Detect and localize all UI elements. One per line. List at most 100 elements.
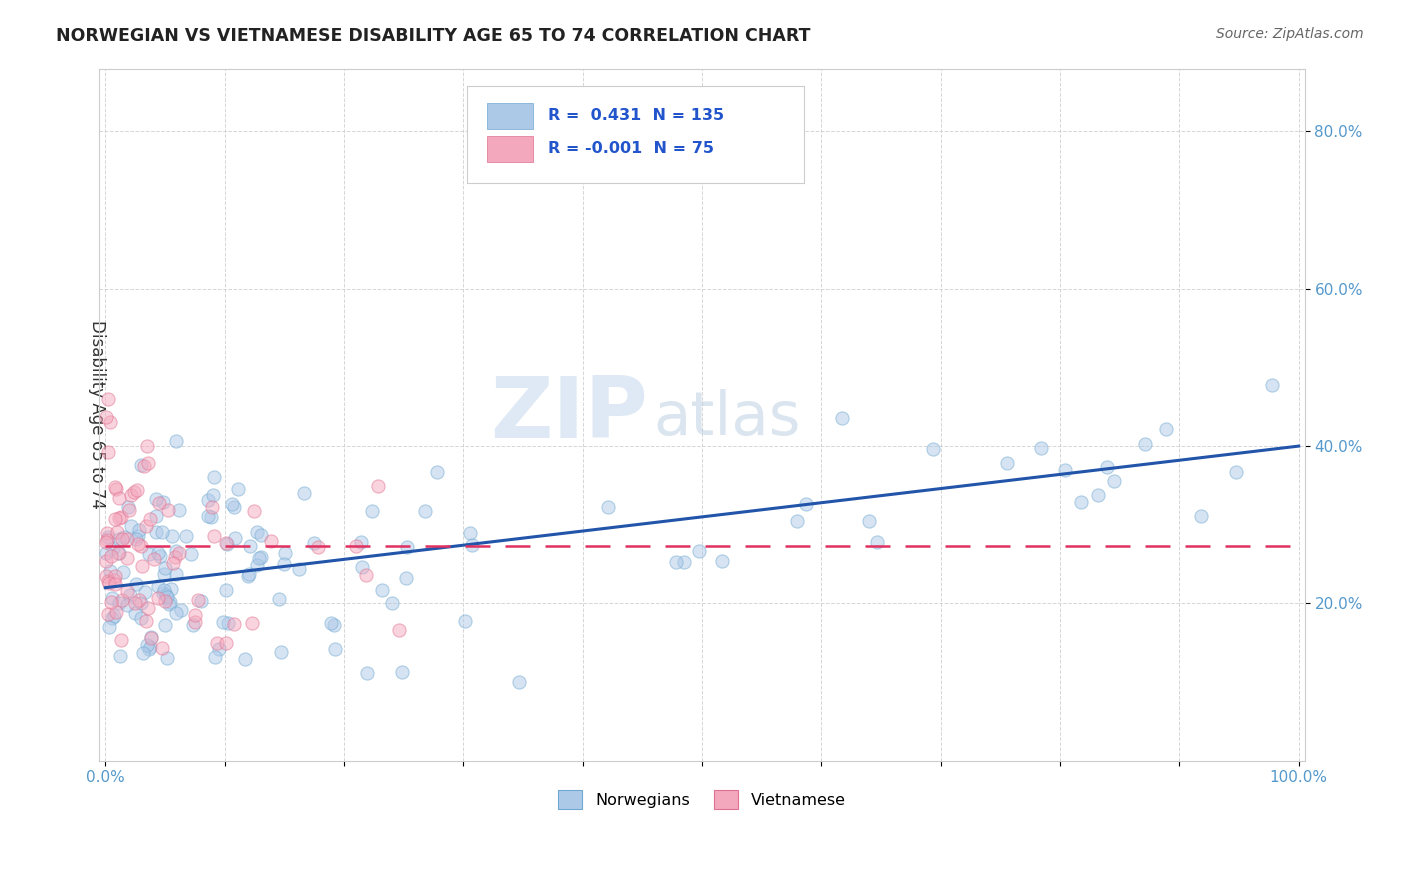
Point	[118, 502, 141, 516]
Point	[352, 560, 374, 574]
Point	[129, 596, 152, 610]
Point	[104, 482, 127, 496]
Point	[139, 631, 162, 645]
Point	[921, 442, 943, 456]
Point	[120, 488, 142, 502]
Point	[143, 552, 166, 566]
Point	[97, 392, 120, 406]
Point	[217, 616, 239, 631]
Point	[156, 590, 179, 604]
Point	[165, 434, 187, 448]
Point	[160, 528, 183, 542]
Point	[100, 549, 122, 564]
Point	[103, 609, 125, 624]
Point	[197, 493, 219, 508]
FancyBboxPatch shape	[467, 86, 804, 183]
Point	[212, 615, 235, 630]
Point	[115, 584, 138, 599]
Point	[224, 500, 246, 514]
FancyBboxPatch shape	[488, 136, 533, 162]
Point	[246, 558, 269, 573]
Point	[1031, 441, 1053, 455]
Point	[380, 596, 402, 610]
Point	[128, 523, 150, 537]
Point	[201, 500, 224, 514]
Point	[135, 518, 157, 533]
Point	[139, 630, 162, 644]
Point	[153, 561, 176, 575]
Point	[98, 416, 121, 430]
Point	[148, 591, 170, 605]
Point	[128, 592, 150, 607]
Point	[454, 615, 477, 629]
Point	[165, 544, 187, 558]
Point	[323, 641, 346, 656]
Point	[125, 532, 148, 546]
Text: atlas: atlas	[654, 389, 801, 448]
Point	[153, 566, 176, 581]
Point	[672, 555, 695, 569]
Point	[104, 569, 127, 583]
Point	[96, 535, 118, 549]
Legend: Norwegians, Vietnamese: Norwegians, Vietnamese	[553, 784, 852, 815]
Y-axis label: Disability Age 65 to 74: Disability Age 65 to 74	[89, 320, 107, 509]
Point	[157, 597, 180, 611]
Point	[197, 509, 219, 524]
Point	[247, 551, 270, 566]
Point	[786, 514, 808, 528]
Point	[120, 588, 142, 602]
Point	[413, 504, 436, 518]
Point	[160, 582, 183, 596]
Point	[98, 619, 121, 633]
Point	[103, 573, 125, 587]
Point	[236, 569, 259, 583]
Point	[135, 439, 157, 453]
Point	[221, 498, 243, 512]
Point	[129, 458, 152, 473]
Point	[458, 526, 481, 541]
Point	[101, 541, 124, 555]
Point	[148, 496, 170, 510]
Point	[388, 623, 411, 637]
Point	[155, 618, 177, 632]
Point	[249, 549, 271, 564]
Point	[187, 593, 209, 607]
Point	[155, 588, 177, 602]
Point	[110, 633, 132, 648]
Point	[202, 529, 225, 543]
Point	[238, 566, 260, 581]
Point	[145, 508, 167, 523]
Point	[148, 546, 170, 560]
Point	[391, 665, 413, 680]
Point	[508, 675, 530, 690]
Point	[100, 595, 122, 609]
Point	[395, 540, 418, 554]
Point	[105, 525, 128, 540]
Point	[131, 646, 153, 660]
Point	[124, 596, 146, 610]
Text: R = -0.001  N = 75: R = -0.001 N = 75	[548, 141, 714, 155]
Point	[135, 638, 157, 652]
Point	[96, 546, 118, 560]
Point	[371, 582, 394, 597]
Point	[136, 456, 159, 470]
Point	[108, 510, 131, 524]
Point	[153, 582, 176, 597]
Point	[1070, 494, 1092, 508]
Point	[1225, 465, 1247, 479]
Point	[97, 530, 120, 544]
Point	[100, 564, 122, 578]
Point	[205, 636, 228, 650]
Point	[156, 650, 179, 665]
Point	[321, 615, 343, 630]
Point	[107, 546, 129, 560]
Point	[350, 535, 373, 549]
Point	[146, 579, 169, 593]
Point	[356, 665, 378, 680]
Point	[688, 544, 710, 558]
Point	[98, 575, 121, 590]
Point	[115, 599, 138, 613]
Point	[215, 537, 238, 551]
Point	[1154, 422, 1177, 436]
Point	[152, 586, 174, 600]
